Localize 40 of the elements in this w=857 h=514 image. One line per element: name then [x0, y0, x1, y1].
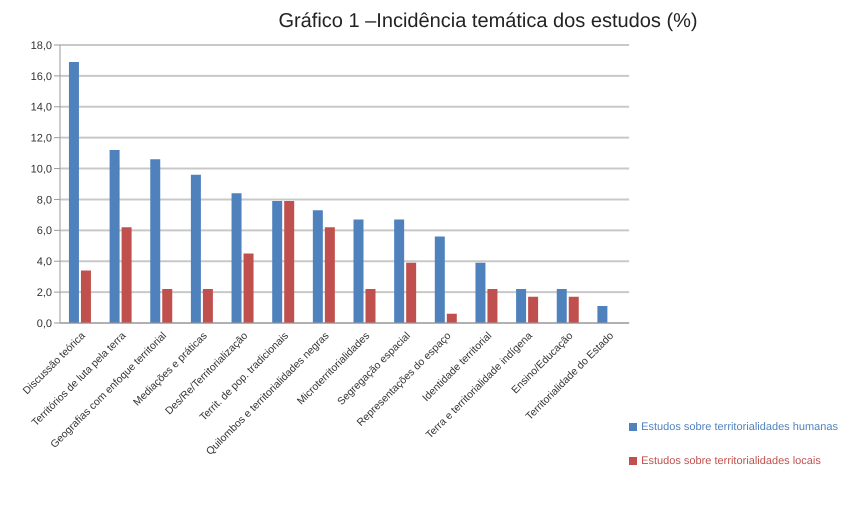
- chart-title: Gráfico 1 –Incidência temática dos estudos (%): [277, 10, 699, 33]
- bar: [110, 150, 120, 323]
- bar: [162, 289, 172, 323]
- bar: [202, 289, 213, 323]
- y-tick-label: 12,0: [30, 132, 52, 145]
- bar: [487, 289, 498, 323]
- y-tick-label: 14,0: [30, 102, 52, 114]
- bar: [232, 193, 242, 323]
- bar: [80, 270, 91, 323]
- y-tick-label: 6,0: [36, 225, 52, 238]
- bar: [244, 254, 254, 323]
- legend-label: Estudos sobre territorialidades humanas: [641, 421, 838, 433]
- bar: [597, 306, 608, 323]
- y-tick-label: 8,0: [36, 194, 52, 206]
- bar: [324, 227, 335, 323]
- legend-label: Estudos sobre territorialidades locais: [641, 455, 821, 467]
- bar: [366, 289, 376, 323]
- bar: [528, 296, 538, 323]
- bar: [312, 210, 323, 323]
- bar: [354, 220, 364, 323]
- bar: [190, 174, 201, 323]
- bar: [446, 314, 457, 323]
- y-tick-label: 16,0: [30, 70, 52, 83]
- y-tick-label: 2,0: [36, 287, 52, 300]
- y-tick-label: 0,0: [36, 318, 52, 330]
- y-tick-label: 10,0: [30, 163, 52, 176]
- bar: [284, 200, 294, 323]
- bar: [68, 62, 79, 323]
- bar: [516, 289, 526, 323]
- bar: [434, 236, 445, 323]
- bar: [122, 227, 132, 323]
- y-tick-label: 18,0: [30, 40, 52, 52]
- bar: [150, 159, 160, 323]
- bar: [556, 289, 567, 323]
- bar: [475, 262, 486, 323]
- bar: [568, 296, 579, 323]
- bar: [272, 200, 282, 323]
- bar: [406, 262, 416, 323]
- y-tick-label: 4,0: [36, 256, 52, 268]
- bar: [394, 220, 404, 323]
